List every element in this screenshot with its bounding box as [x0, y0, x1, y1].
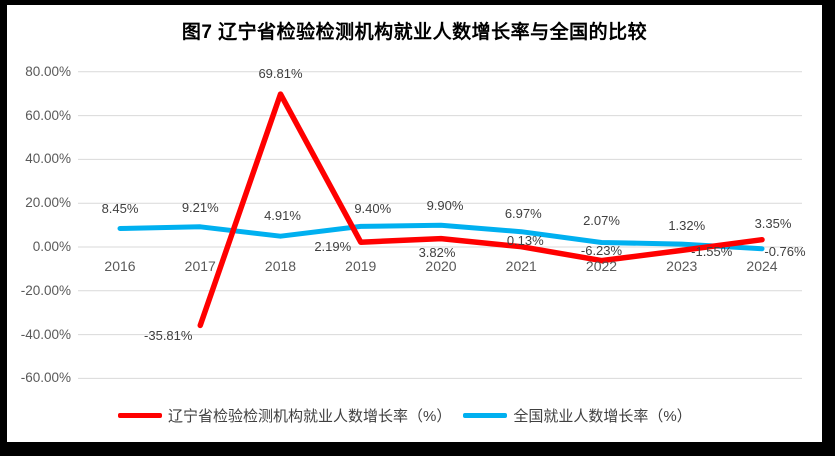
y-axis-tick-label: -20.00%	[20, 282, 71, 298]
legend-line-swatch	[118, 413, 162, 418]
x-axis-tick-label: 2017	[184, 258, 216, 274]
legend: 辽宁省检验检测机构就业人数增长率（%） 全国就业人数增长率（%）	[118, 405, 692, 426]
y-axis-tick-label: 60.00%	[25, 107, 71, 123]
legend-label: 全国就业人数增长率（%）	[513, 408, 692, 425]
data-label: 4.91%	[264, 208, 301, 224]
data-label: 0.13%	[506, 232, 544, 248]
data-label: -1.55%	[691, 244, 733, 260]
y-axis-tick-label: 80.00%	[25, 63, 71, 79]
x-axis-tick-label: 2020	[425, 258, 457, 274]
data-label: 9.40%	[354, 201, 392, 217]
data-label: 1.32%	[668, 218, 706, 234]
legend-item-0: 辽宁省检验检测机构就业人数增长率（%）	[118, 405, 451, 426]
data-label: -0.76%	[764, 243, 806, 259]
x-axis-tick-label: 2016	[104, 258, 136, 274]
x-axis-tick-label: 2019	[345, 258, 377, 274]
chart-title: 图7 辽宁省检验检测机构就业人数增长率与全国的比较	[181, 22, 648, 43]
data-label: 2.07%	[583, 213, 620, 229]
chart-canvas	[78, 71, 802, 379]
data-label: 3.82%	[418, 244, 456, 260]
y-axis-tick-label: -60.00%	[20, 370, 71, 386]
legend-label: 辽宁省检验检测机构就业人数增长率（%）	[168, 408, 452, 425]
chart-panel: 图7 辽宁省检验检测机构就业人数增长率与全国的比较 80.00% 60.00% 40…	[7, 5, 822, 442]
data-label: 9.90%	[426, 198, 464, 214]
x-axis-tick-label: 2022	[585, 258, 618, 274]
data-label: 2.19%	[314, 239, 352, 255]
y-axis-tick-label: 0.00%	[32, 239, 71, 254]
legend-item-1: 全国就业人数增长率（%）	[463, 405, 692, 426]
plot-area: 80.00% 60.00% 40.00% 20.00% 0.00% -20.00% -40.…	[7, 5, 822, 442]
data-label: -35.81%	[144, 328, 193, 344]
data-label: -6.23%	[580, 242, 623, 258]
data-label: 69.81%	[258, 66, 303, 82]
x-axis-tick-label: 2018	[264, 258, 297, 274]
x-axis-tick-label: 2023	[666, 258, 698, 274]
series-line-1	[117, 222, 765, 252]
data-label: 8.45%	[101, 201, 139, 217]
x-axis-tick-label: 2024	[746, 258, 778, 274]
data-label: 3.35%	[754, 215, 792, 231]
data-label: 9.21%	[181, 199, 219, 215]
y-axis-tick-label: -40.00%	[20, 326, 71, 342]
y-axis-tick-label: 20.00%	[25, 195, 71, 211]
y-axis-tick-label: 40.00%	[25, 151, 71, 167]
data-label: 6.97%	[504, 205, 542, 221]
x-axis-tick-label: 2021	[505, 258, 537, 274]
legend-line-swatch	[463, 413, 508, 418]
series-line-0	[197, 91, 765, 329]
